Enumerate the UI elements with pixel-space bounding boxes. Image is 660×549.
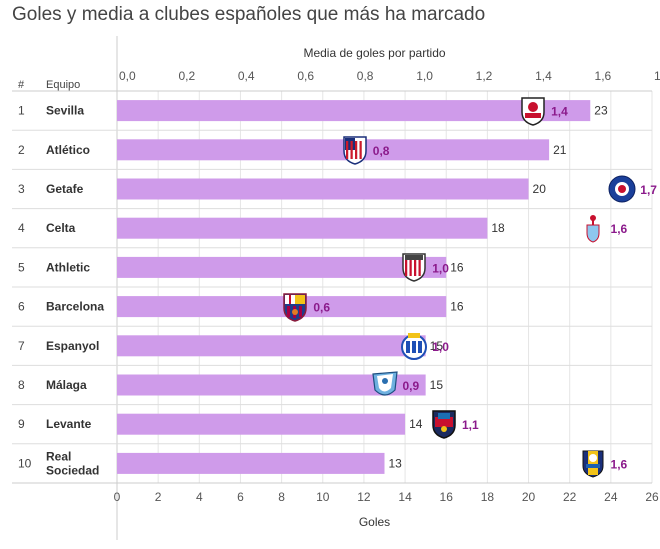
bottom-axis-tick: 18 <box>481 490 495 504</box>
malaga-crest-icon <box>371 370 399 400</box>
rank-label: 8 <box>18 378 25 392</box>
top-axis-tick: 0,6 <box>297 69 314 83</box>
bottom-axis-tick: 10 <box>316 490 330 504</box>
bar <box>117 374 426 396</box>
top-axis-tick: 0,0 <box>119 69 136 83</box>
bottom-axis-tick: 12 <box>357 490 371 504</box>
team-label: Levante <box>46 417 92 431</box>
team-label: Getafe <box>46 182 84 196</box>
media-data-label: 0,6 <box>313 301 330 315</box>
bottom-axis-tick: 24 <box>604 490 618 504</box>
bottom-axis-tick: 0 <box>114 490 121 504</box>
goals-data-label: 20 <box>533 182 547 196</box>
top-axis-tick: 0,8 <box>357 69 374 83</box>
bottom-axis-tick: 20 <box>522 490 536 504</box>
goals-data-label: 18 <box>491 221 505 235</box>
media-data-label: 1,1 <box>462 418 479 432</box>
top-axis-tick: 1,2 <box>476 69 493 83</box>
team-label: Barcelona <box>46 300 104 314</box>
team-label: Real <box>46 449 71 463</box>
top-axis-tick: 0,2 <box>178 69 195 83</box>
getafe-crest-icon <box>608 174 636 204</box>
atletico-crest-icon <box>341 135 369 165</box>
bar <box>117 256 447 278</box>
goals-data-label: 15 <box>430 378 444 392</box>
espanyol-crest-icon <box>400 331 428 361</box>
team-label: Atlético <box>46 143 90 157</box>
rank-label: 10 <box>18 456 32 470</box>
rank-label: 7 <box>18 339 25 353</box>
top-axis-tick: 0,4 <box>238 69 255 83</box>
real-sociedad-crest-icon <box>579 448 607 478</box>
barcelona-crest-icon <box>281 292 309 322</box>
goals-data-label: 13 <box>389 456 403 470</box>
bottom-axis-tick: 4 <box>196 490 203 504</box>
top-axis-tick: 1,4 <box>535 69 552 83</box>
media-data-label: 1,6 <box>611 457 628 471</box>
bottom-axis-tick: 2 <box>155 490 162 504</box>
team-label: Celta <box>46 221 76 235</box>
rank-label: 4 <box>18 221 25 235</box>
bar <box>117 139 550 161</box>
goals-data-label: 16 <box>450 260 464 274</box>
team-label: Sevilla <box>46 104 84 118</box>
bar <box>117 335 426 357</box>
bottom-axis-tick: 6 <box>237 490 244 504</box>
bottom-axis-label: Goles <box>359 515 390 529</box>
bottom-axis-tick: 26 <box>645 490 659 504</box>
page-title: Goles y media a clubes españoles que más… <box>12 4 486 25</box>
goals-data-label: 23 <box>594 104 608 118</box>
media-data-label: 1,7 <box>640 183 657 197</box>
team-label: Espanyol <box>46 339 99 353</box>
goals-data-label: 21 <box>553 143 567 157</box>
rank-label: 6 <box>18 300 25 314</box>
team-label: Athletic <box>46 260 90 274</box>
team-header: Equipo <box>46 79 80 91</box>
goals-data-label: 16 <box>450 300 464 314</box>
bottom-axis-tick: 16 <box>440 490 454 504</box>
celta-crest-icon <box>579 213 607 243</box>
rank-header: # <box>18 79 25 91</box>
media-data-label: 0,9 <box>403 379 420 393</box>
media-data-label: 1,0 <box>432 261 449 275</box>
bottom-axis-tick: 8 <box>278 490 285 504</box>
goals-data-label: 14 <box>409 417 423 431</box>
bar <box>117 452 385 474</box>
media-data-label: 0,8 <box>373 144 390 158</box>
bar <box>117 217 488 239</box>
team-label: Málaga <box>46 378 87 392</box>
top-axis-tick: 1,8 <box>654 69 660 83</box>
rank-label: 2 <box>18 143 25 157</box>
sevilla-crest-icon <box>519 96 547 126</box>
rank-label: 9 <box>18 417 25 431</box>
media-data-label: 1,0 <box>432 340 449 354</box>
goals-data-label: 15 <box>430 339 444 353</box>
media-data-label: 1,6 <box>611 222 628 236</box>
levante-crest-icon <box>430 409 458 439</box>
bottom-axis-tick: 22 <box>563 490 577 504</box>
top-axis-tick: 1,0 <box>416 69 433 83</box>
bottom-axis-tick: 14 <box>398 490 412 504</box>
bar <box>117 100 591 122</box>
rank-label: 3 <box>18 182 25 196</box>
bar <box>117 296 447 318</box>
rank-label: 5 <box>18 260 25 274</box>
top-axis-tick: 1,6 <box>595 69 612 83</box>
rank-label: 1 <box>18 104 25 118</box>
media-data-label: 1,4 <box>551 105 568 119</box>
team-label: Sociedad <box>46 463 99 477</box>
bar <box>117 178 529 200</box>
top-axis-label: Media de goles por partido <box>303 46 445 60</box>
athletic-crest-icon <box>400 252 428 283</box>
bar <box>117 413 406 435</box>
